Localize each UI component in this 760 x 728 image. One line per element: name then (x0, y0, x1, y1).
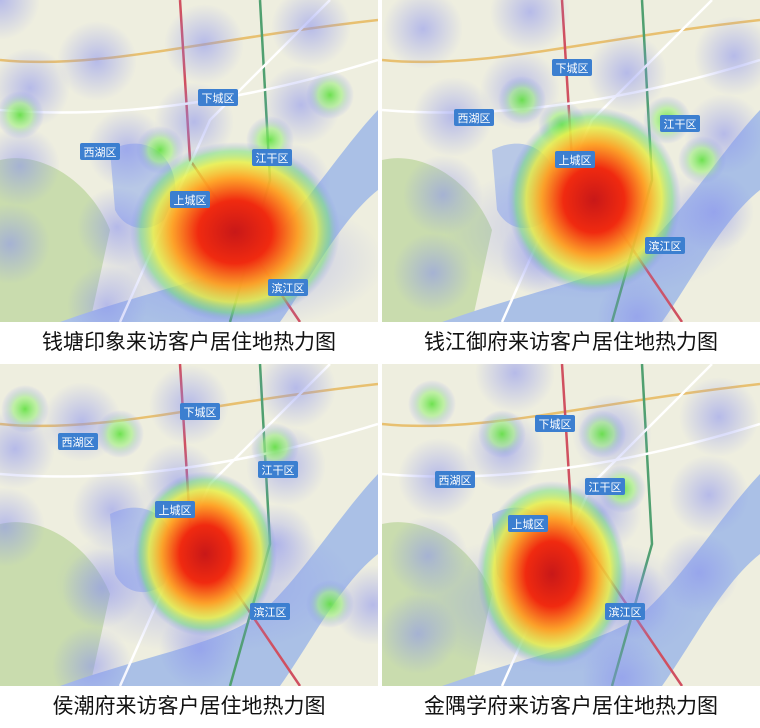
district-label: 上城区 (512, 518, 545, 531)
district-badge (605, 603, 645, 620)
district-label: 下城区 (202, 92, 235, 105)
heat-core (507, 107, 681, 293)
caption: 金隅学府来访客户居住地热力图 (424, 694, 718, 718)
heat-blob (52, 626, 132, 686)
district-badge (155, 501, 195, 518)
heat-blob (0, 126, 60, 206)
district-label: 滨江区 (272, 281, 305, 295)
heat-blob (678, 136, 726, 184)
heat-blob (164, 4, 244, 84)
heat-blob (587, 33, 667, 113)
district-badge (80, 143, 120, 160)
heat-blob (306, 580, 354, 628)
map-panel: 下城区西湖区江干区上城区滨江区侯潮府来访客户居住地热力图 (0, 364, 378, 728)
heat-blob (413, 77, 493, 157)
district-badge (645, 237, 685, 254)
district-label: 上城区 (159, 504, 192, 517)
district-label: 西湖区 (458, 112, 491, 125)
map-panel: 下城区西湖区 江干区上城区滨江区钱江御府来访客户居住地热力图 (382, 0, 760, 364)
district-label: 西湖区 (84, 146, 117, 159)
district-label: 西湖区 (439, 474, 472, 487)
heat-blob (57, 21, 137, 101)
heat-blob (1, 385, 49, 433)
district-badge (250, 603, 290, 620)
caption: 钱塘印象来访客户居住地热力图 (42, 330, 336, 354)
district-badge (585, 478, 625, 495)
heat-blob (498, 76, 546, 124)
caption: 侯潮府来访客户居住地热力图 (52, 694, 326, 718)
heat-core (477, 481, 627, 667)
district-label: 滨江区 (609, 605, 642, 619)
heat-blob (0, 487, 45, 567)
district-badge (508, 515, 548, 532)
district-label: 江干区 (262, 464, 295, 477)
district-label: 江干区 (589, 481, 622, 494)
heat-blob (256, 364, 336, 428)
heat-blob (306, 71, 354, 119)
heat-blob (679, 377, 759, 457)
district-badge (170, 191, 210, 208)
district-label: 滨江区 (649, 239, 682, 253)
heat-blob (475, 364, 555, 413)
district-badge (454, 109, 494, 126)
heat-blob (0, 204, 50, 284)
district-badge (552, 59, 592, 76)
heat-blob (271, 0, 351, 67)
district-badge (258, 461, 298, 478)
district-badge (435, 471, 475, 488)
heat-blob (478, 410, 526, 458)
district-label: 上城区 (174, 194, 207, 207)
heat-blob (578, 410, 626, 458)
district-badge (535, 415, 575, 432)
heat-core (130, 142, 340, 322)
heat-blob (383, 0, 463, 69)
district-label: 江干区 (256, 152, 289, 165)
map-panel: 下城区西湖区 江干区上城区滨江区钱塘印象来访客户居住地热力图 (0, 0, 378, 364)
district-badge (252, 149, 292, 166)
district-label: 上城区 (559, 154, 592, 167)
district-label: 滨江区 (254, 605, 287, 619)
district-badge (58, 433, 98, 450)
district-label: 下城区 (539, 418, 572, 431)
caption: 钱江御府来访客户居住地热力图 (424, 330, 718, 354)
heat-blob (408, 380, 456, 428)
district-label: 下城区 (184, 406, 217, 419)
heat-blob (251, 423, 299, 471)
heat-blob (0, 91, 44, 139)
heat-blob (669, 455, 749, 535)
district-badge (660, 115, 700, 132)
district-badge (198, 89, 238, 106)
district-label: 下城区 (556, 62, 589, 75)
map-panel: 下城区西湖区江干区上城区滨江区金隅学府来访客户居住地热力图 (382, 364, 760, 728)
district-badge (180, 403, 220, 420)
district-badge (555, 151, 595, 168)
heat-blob (490, 0, 570, 52)
heat-blob (96, 410, 144, 458)
district-label: 江干区 (664, 118, 697, 131)
district-label: 西湖区 (62, 436, 95, 449)
heat-blob (0, 0, 40, 40)
district-badge (268, 279, 308, 296)
heat-blob (694, 16, 760, 96)
